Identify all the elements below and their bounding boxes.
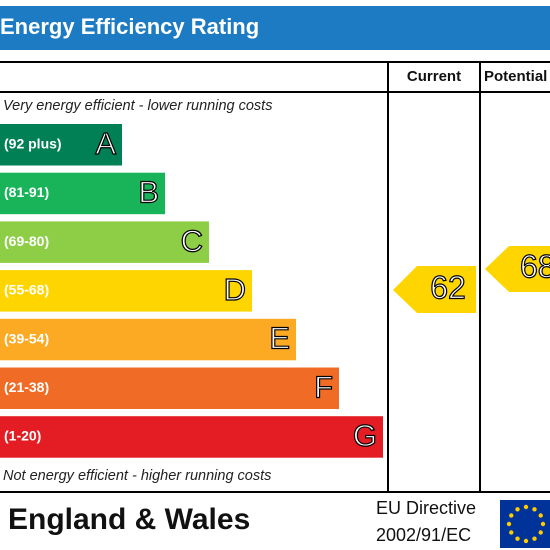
- band-range: (1-20): [4, 428, 41, 444]
- title: Energy Efficiency Rating: [0, 14, 259, 39]
- region: England & Wales: [8, 503, 250, 536]
- band-range: (81-91): [4, 184, 49, 200]
- band-letter: F: [314, 369, 333, 404]
- eu-stars: [506, 504, 546, 544]
- eu-star: [532, 507, 537, 512]
- band-bar: [0, 221, 209, 263]
- eu-star: [532, 536, 537, 541]
- band-bar: [0, 124, 122, 166]
- bottom-note: Not energy efficient - higher running co…: [3, 468, 271, 484]
- current-arrow: [393, 266, 476, 313]
- band-bar: [0, 367, 339, 409]
- potential-arrow: [485, 246, 550, 292]
- potential-rating: 68: [520, 248, 550, 284]
- top-note: Very energy efficient - lower running co…: [3, 98, 272, 114]
- eu-star: [538, 530, 543, 535]
- eu-star: [523, 504, 529, 510]
- band-bar: [0, 270, 252, 312]
- band-bar: [0, 416, 383, 458]
- band-letter: C: [181, 223, 203, 258]
- band-bar: [0, 172, 165, 215]
- band-letter: E: [269, 321, 290, 356]
- band-range: (92 plus): [4, 135, 62, 151]
- eu-star: [509, 513, 514, 518]
- band-letter: D: [224, 272, 246, 307]
- eu-star: [515, 507, 520, 512]
- eu-star: [540, 521, 546, 527]
- band-letter: G: [353, 418, 377, 453]
- band-range: (39-54): [4, 330, 49, 346]
- band-bar: [0, 318, 296, 361]
- eu-star: [509, 530, 514, 535]
- column-header: Potential: [484, 68, 547, 85]
- directive: EU Directive: [376, 498, 476, 518]
- eu-star: [506, 521, 512, 527]
- title-bar: [0, 6, 550, 50]
- current-rating: 62: [430, 269, 466, 305]
- eu-star: [538, 513, 543, 518]
- eu-star: [515, 536, 520, 541]
- band-letter: A: [95, 126, 116, 161]
- directive: 2002/91/EC: [376, 525, 471, 545]
- table-frame: [0, 61, 550, 493]
- column-header: Current: [407, 68, 461, 85]
- eu-star: [523, 538, 529, 544]
- band-range: (21-38): [4, 379, 49, 395]
- band-range: (69-80): [4, 233, 49, 249]
- band-range: (55-68): [4, 282, 49, 298]
- band-letter: B: [138, 175, 159, 210]
- bands: (92 plus) A (81-91) B (69-80) C (55-68) D (39-54…: [0, 124, 383, 458]
